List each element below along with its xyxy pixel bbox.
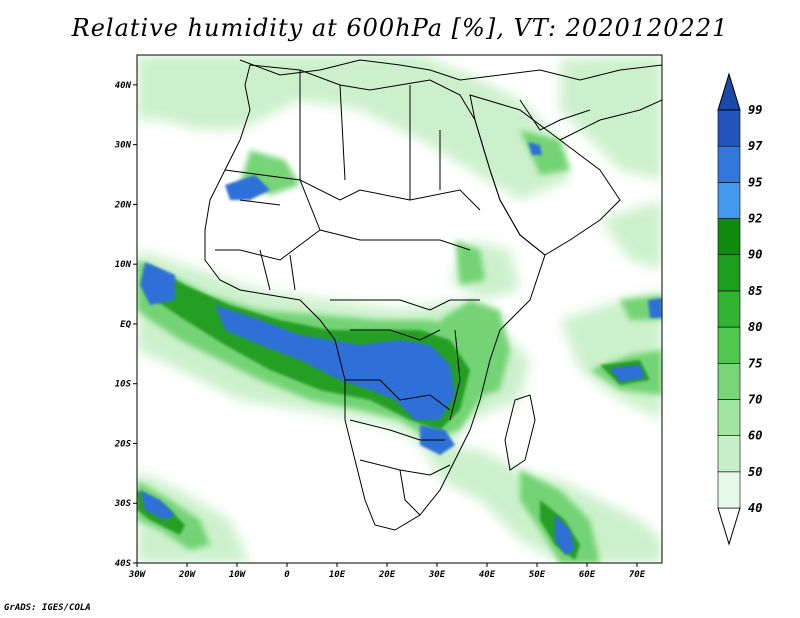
colorbar: 40 50 60 70 75 80 85 90 92 95 97 99 [717,72,763,546]
colorbar-max-triangle [717,72,741,111]
colorbar-label: 70 [748,392,762,406]
colorbar-label: 60 [748,429,762,443]
colorbar-swatch [717,254,741,292]
colorbar-label: 95 [748,175,762,189]
colorbar-swatch [717,109,741,147]
map-frame [136,54,663,564]
lon-axis: 30W 20W 10W 0 10E 20E 30E 40E 50E 60E 70E [128,563,646,580]
lon-tick-label: 70E [629,570,646,580]
lat-tick-label: 40N [115,81,132,91]
lon-tick-label: 60E [579,570,596,580]
lon-tick-label: 50E [529,570,546,580]
lat-tick-label: 10S [115,380,132,390]
lat-axis: 40N 30N 20N 10N EQ 10S 20S 30S 40S [114,81,137,569]
lon-tick-label: 30E [428,570,446,580]
lat-tick-label: 20N [114,200,132,210]
colorbar-swatch [717,218,741,256]
colorbar-swatch [717,290,741,328]
colorbar-swatch [717,435,741,473]
lat-tick-label: 30S [114,499,132,509]
lon-tick-label: 10W [229,570,247,580]
colorbar-swatch [717,326,741,364]
lon-tick-label: 20W [178,570,197,580]
chart-title: Relative humidity at 600hPa [%], VT: 202… [71,14,729,42]
humidity-field [137,55,662,563]
colorbar-label: 90 [748,248,762,262]
lat-tick-label: 10N [115,260,132,270]
lat-tick-label: EQ [120,320,131,330]
lon-tick-label: 0 [284,570,290,580]
colorbar-label: 80 [748,320,762,334]
colorbar-label: 99 [748,103,762,117]
colorbar-swatch [717,362,741,400]
lon-tick-label: 40E [479,570,496,580]
colorbar-label: 75 [748,356,762,370]
colorbar-swatch [717,399,741,436]
colorbar-label: 50 [748,465,762,479]
lon-tick-label: 30W [128,570,147,580]
colorbar-label: 40 [748,501,762,515]
lon-tick-label: 20E [378,570,396,580]
lon-tick-label: 10E [329,570,346,580]
colorbar-min-triangle [717,507,741,546]
colorbar-label: 92 [748,212,762,226]
credit-text: GrADS: IGES/COLA [4,603,91,613]
coastlines [204,59,662,531]
colorbar-swatch [717,145,741,183]
lat-tick-label: 30N [114,141,132,151]
lat-tick-label: 20S [114,439,132,449]
lat-tick-label: 40S [115,559,132,569]
colorbar-label: 85 [748,284,762,298]
colorbar-swatch [717,182,741,219]
colorbar-swatch [717,471,741,509]
colorbar-label: 97 [748,139,763,153]
